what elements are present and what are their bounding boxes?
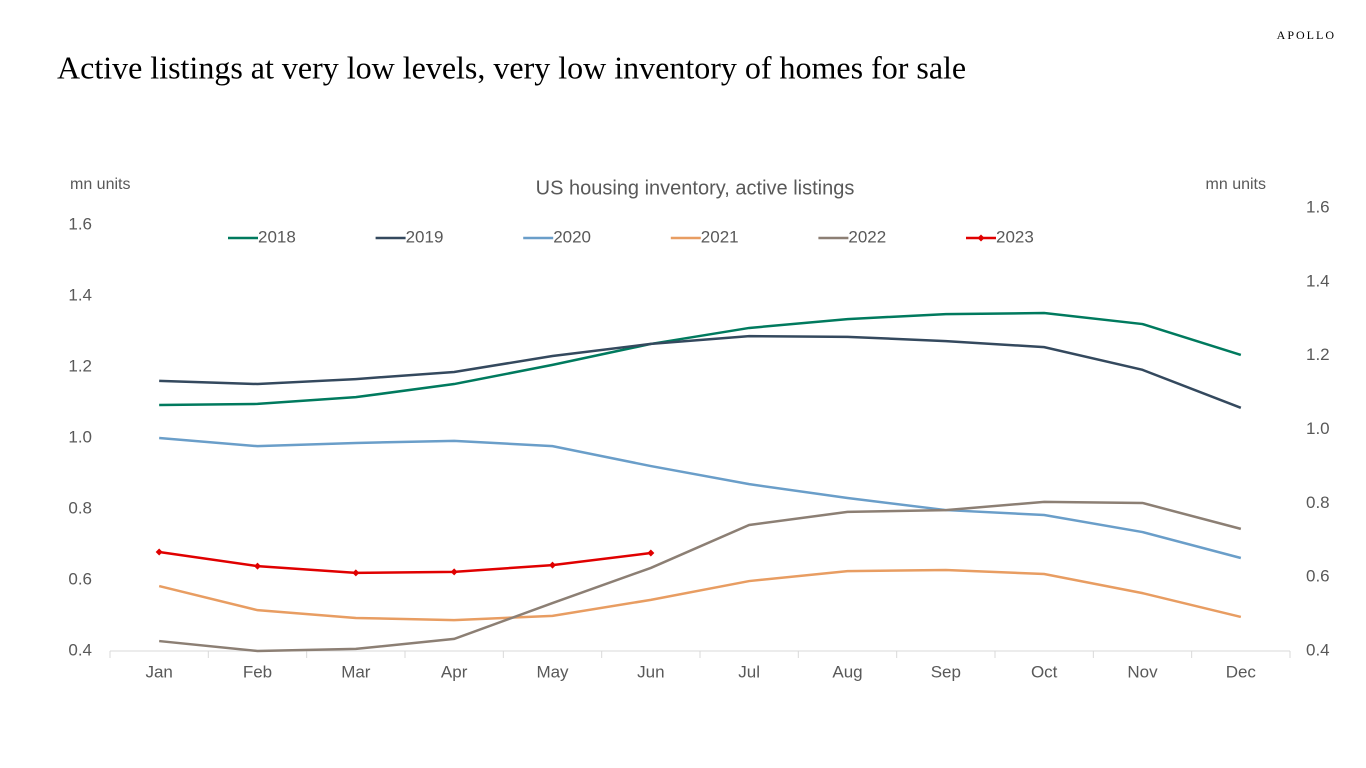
x-tick-label: Apr	[441, 662, 468, 681]
chart-title: US housing inventory, active listings	[536, 177, 855, 199]
series-line	[158, 550, 651, 575]
slide-title: Active listings at very low levels, very…	[57, 49, 966, 85]
series-marker	[352, 569, 360, 577]
y2-tick-label: 1.0	[1306, 419, 1330, 438]
y2-tick-label: 0.8	[1306, 493, 1330, 512]
x-tick-label: Jul	[738, 662, 760, 681]
series-marker	[450, 568, 458, 576]
y-tick-label: 1.0	[68, 427, 92, 446]
x-tick-label: Dec	[1226, 662, 1257, 681]
x-tick-label: Aug	[832, 662, 862, 681]
series-marker	[647, 549, 655, 557]
x-tick-label: Mar	[341, 662, 371, 681]
x-tick-label: Oct	[1031, 662, 1058, 681]
y2-tick-label: 1.2	[1306, 345, 1330, 364]
y-tick-label: 0.4	[68, 640, 92, 659]
legend-label: 2023	[996, 227, 1034, 246]
legend-label: 2020	[553, 227, 591, 246]
y2-tick-label: 1.6	[1306, 197, 1330, 216]
series-line	[159, 334, 1242, 409]
series-marker	[254, 562, 261, 570]
y-tick-label: 1.4	[68, 285, 92, 304]
series-line	[159, 436, 1242, 560]
x-tick-label: Nov	[1127, 662, 1158, 681]
y-tick-label: 1.2	[68, 356, 92, 375]
y2-tick-label: 0.4	[1306, 640, 1330, 659]
legend-label: 2021	[701, 227, 739, 246]
series-line	[159, 311, 1242, 407]
x-tick-label: Jan	[145, 662, 172, 681]
x-tick-label: Sep	[931, 662, 961, 681]
x-tick-label: Jun	[637, 662, 664, 681]
y-axis-label: mn units	[70, 176, 130, 193]
y-tick-label: 0.8	[68, 498, 92, 517]
legend-label: 2019	[406, 227, 444, 246]
series-marker	[155, 548, 163, 556]
series-line	[159, 500, 1242, 653]
x-tick-label: Feb	[243, 662, 272, 681]
series-marker	[549, 561, 556, 569]
y2-axis-label: mn units	[1206, 176, 1266, 193]
y2-tick-label: 0.6	[1306, 567, 1330, 586]
y-tick-label: 0.6	[68, 569, 92, 588]
legend-label: 2018	[258, 227, 296, 246]
legend-marker	[977, 234, 985, 242]
x-tick-label: May	[536, 662, 569, 681]
legend-label: 2022	[848, 227, 886, 246]
y2-tick-label: 1.4	[1306, 271, 1330, 290]
series-line	[158, 568, 1242, 622]
brand: APOLLO	[1277, 28, 1336, 42]
y-tick-label: 1.6	[68, 214, 92, 233]
